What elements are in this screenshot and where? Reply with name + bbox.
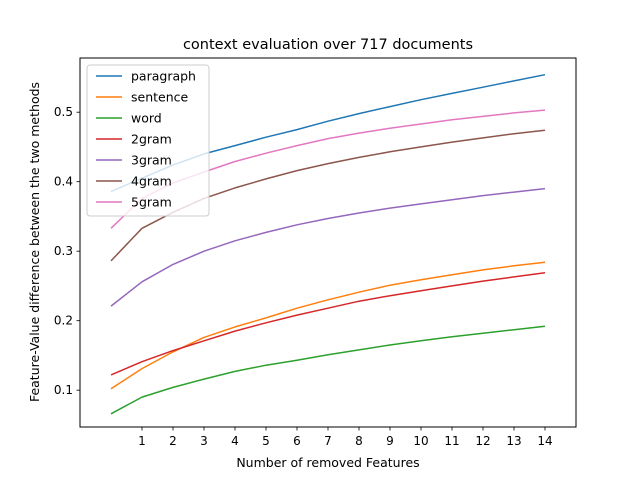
series-line-3gram [110,187,546,307]
x-tick-label: 14 [537,434,552,448]
x-tick-label: 6 [293,434,301,448]
x-tick-label: 11 [444,434,459,448]
series-line-word [110,325,546,415]
x-axis-label: Number of removed Features [236,455,419,470]
legend-label-word: word [131,111,162,126]
x-tick-label: 5 [262,434,270,448]
y-axis-label: Feature-Value difference between the two… [27,82,42,402]
x-tick-label: 4 [231,434,239,448]
legend-label-paragraph: paragraph [131,69,196,84]
y-axis-ticks: 0.1 0.2 0.3 0.4 0.5 [54,105,80,397]
legend-label-sentence: sentence [131,90,189,105]
x-tick-label: 2 [169,434,177,448]
legend-label-4gram: 4gram [131,174,172,189]
x-tick-label: 1 [138,434,146,448]
x-tick-label: 12 [475,434,490,448]
x-tick-label: 10 [413,434,428,448]
x-tick-label: 9 [386,434,394,448]
x-tick-label: 7 [324,434,332,448]
legend-label-3gram: 3gram [131,153,172,168]
y-tick-label: 0.4 [54,175,73,189]
legend-label-5gram: 5gram [131,195,172,210]
y-tick-label: 0.1 [54,383,73,397]
series-line-2gram [110,271,546,376]
x-tick-label: 3 [200,434,208,448]
chart-title: context evaluation over 717 documents [183,37,473,53]
x-axis-ticks: 1 2 3 4 5 6 7 8 9 10 11 12 13 14 [138,427,553,448]
legend-label-2gram: 2gram [131,132,172,147]
axes-frame [79,57,577,428]
y-tick-label: 0.5 [54,105,73,119]
y-tick-label: 0.2 [54,314,73,328]
legend-box [86,64,210,217]
x-tick-label: 13 [506,434,521,448]
x-tick-label: 8 [355,434,363,448]
y-tick-label: 0.3 [54,244,73,258]
legend: paragraph sentence word 2gram 3gram 4gram 5gra… [86,64,210,217]
